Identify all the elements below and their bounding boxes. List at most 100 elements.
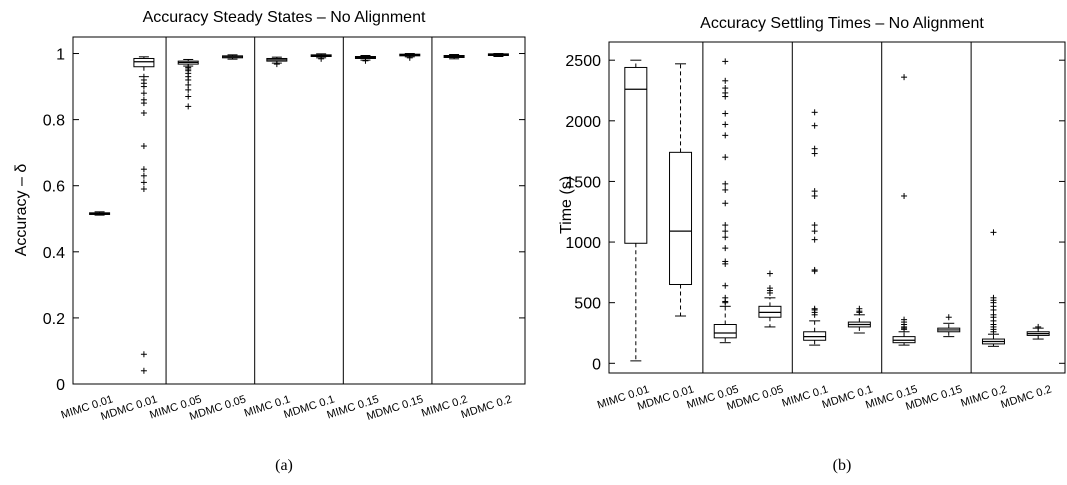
- chart-b-box-5: [847, 305, 871, 334]
- chart-b-outlier-2-7: [722, 132, 729, 139]
- chart-a-outlier-1-10: [140, 179, 147, 186]
- chart-b-box-6: [892, 74, 916, 346]
- chart-b-outlier-2-13: [722, 228, 729, 235]
- chart-b-outlier-4-3: [811, 150, 818, 157]
- chart-a-box-3: [222, 54, 244, 60]
- chart-b-outlier-4-7: [811, 228, 818, 235]
- chart-b-outlier-2-18: [722, 282, 729, 289]
- chart-a-ytick-label-0: 0: [56, 377, 65, 394]
- chart-b-outlier-2-4: [722, 93, 729, 100]
- chart-a-outlier-2-8: [185, 93, 192, 100]
- chart-b-box-body-6: [892, 336, 916, 344]
- chart-b-ytick-label-2: 1000: [565, 235, 601, 252]
- chart-a-outlier-1-5: [140, 100, 147, 107]
- chart-b-separators: [702, 42, 972, 373]
- chart-a-box-7: [399, 53, 421, 61]
- chart-a-ylabel: Accuracy – δ: [13, 164, 30, 257]
- chart-a: Accuracy Steady States – No Alignment Ac…: [13, 9, 526, 474]
- chart-a-ytick-label-4: 0.8: [43, 113, 65, 130]
- chart-a-outlier-1-9: [140, 172, 147, 179]
- chart-b-outlier-9-0: [1035, 323, 1042, 330]
- chart-a-xtick-label-9: MDMC 0.2: [460, 393, 514, 421]
- chart-a-box-6: [354, 55, 376, 64]
- chart-a-outlier-5-0: [318, 55, 325, 62]
- chart-b-outlier-2-11: [722, 200, 729, 207]
- chart-b-box-body-4: [803, 331, 827, 341]
- chart-a-outlier-7-0: [406, 54, 413, 61]
- chart-b-outlier-2-1: [722, 77, 729, 84]
- chart-b-box-2: [713, 58, 737, 344]
- chart-a-outlier-1-3: [140, 90, 147, 97]
- chart-b-outlier-6-1: [901, 192, 908, 199]
- chart-b-outlier-2-15: [722, 245, 729, 252]
- chart-b-outlier-2-6: [722, 121, 729, 128]
- chart-b-outlier-2-9: [722, 180, 729, 187]
- chart-b-ytick-label-5: 2500: [565, 53, 601, 70]
- chart-a-ytick-label-5: 1: [56, 47, 65, 64]
- chart-a-outlier-1-8: [140, 166, 147, 173]
- chart-a-box-8: [443, 54, 465, 60]
- chart-b-outlier-4-5: [811, 192, 818, 199]
- chart-a-outlier-2-7: [185, 86, 192, 93]
- chart-a-outlier-6-0: [362, 57, 369, 64]
- chart-a-box-5: [310, 53, 332, 62]
- chart-b-ytick-label-1: 500: [574, 296, 601, 313]
- chart-b-outlier-4-1: [811, 122, 818, 129]
- chart-a-title: Accuracy Steady States – No Alignment: [143, 9, 426, 26]
- chart-a-box-4: [266, 56, 288, 68]
- chart-a-outlier-1-6: [140, 110, 147, 117]
- chart-a-box-1: [133, 56, 155, 374]
- chart-a-outlier-1-13: [140, 367, 147, 374]
- chart-b-title: Accuracy Settling Times – No Alignment: [700, 15, 984, 32]
- chart-a-plot-area: [72, 36, 526, 385]
- chart-b-ylabel: Time (s): [558, 176, 575, 234]
- chart-b-outlier-2-8: [722, 154, 729, 161]
- chart-b-box-body-1: [669, 151, 693, 285]
- chart-b-box-9: [1026, 323, 1050, 340]
- chart-b-outlier-4-8: [811, 236, 818, 243]
- chart-a-box-9: [487, 53, 509, 57]
- chart-b-outlier-5-2: [856, 309, 863, 316]
- chart-a-outlier-2-9: [185, 103, 192, 110]
- chart-b-yticks: 0 500 1000 1500 2000 2500: [565, 53, 1065, 373]
- chart-a-box-0: [89, 211, 111, 216]
- chart-b: Accuracy Settling Times – No Alignment T…: [558, 15, 1066, 474]
- chart-b-outlier-2-17: [722, 260, 729, 267]
- chart-a-outlier-1-12: [140, 351, 147, 358]
- chart-b-ytick-label-3: 1500: [565, 174, 601, 191]
- chart-b-box-8: [981, 229, 1005, 347]
- chart-a-caption: (a): [275, 457, 293, 474]
- chart-b-outlier-3-3: [766, 289, 773, 296]
- chart-b-ytick-label-4: 2000: [565, 114, 601, 131]
- chart-a-ytick-label-2: 0.4: [43, 245, 65, 262]
- chart-b-plot-area: [608, 41, 1066, 374]
- chart-b-caption: (b): [833, 457, 852, 474]
- chart-b-box-4: [803, 109, 827, 346]
- chart-b-outlier-8-12: [990, 328, 997, 335]
- chart-a-yticks: 0 0.2 0.4 0.6 0.8 1: [43, 47, 525, 394]
- chart-b-xtick-label-9: MDMC 0.2: [999, 383, 1053, 411]
- chart-a-box-body-1: [133, 57, 155, 68]
- chart-b-outlier-4-6: [811, 222, 818, 229]
- chart-a-separators: [165, 37, 433, 384]
- chart-b-outlier-6-7: [901, 326, 908, 333]
- chart-a-ytick-label-1: 0.2: [43, 311, 65, 328]
- chart-a-outlier-1-7: [140, 143, 147, 150]
- chart-a-ytick-label-3: 0.6: [43, 179, 65, 196]
- chart-b-outlier-2-5: [722, 110, 729, 117]
- chart-b-outlier-7-0: [945, 314, 952, 321]
- chart-a-outlier-1-2: [140, 83, 147, 90]
- chart-b-box-body-0: [624, 66, 648, 244]
- chart-b-box-body-2: [713, 324, 737, 339]
- chart-b-box-7: [937, 314, 961, 338]
- chart-b-box-1: [669, 63, 693, 317]
- chart-b-boxes: [624, 58, 1050, 362]
- chart-b-outlier-3-0: [766, 270, 773, 277]
- chart-b-outlier-4-10: [811, 268, 818, 275]
- chart-a-outlier-4-0: [273, 61, 280, 68]
- chart-b-box-body-3: [758, 305, 782, 318]
- chart-b-outlier-4-0: [811, 109, 818, 116]
